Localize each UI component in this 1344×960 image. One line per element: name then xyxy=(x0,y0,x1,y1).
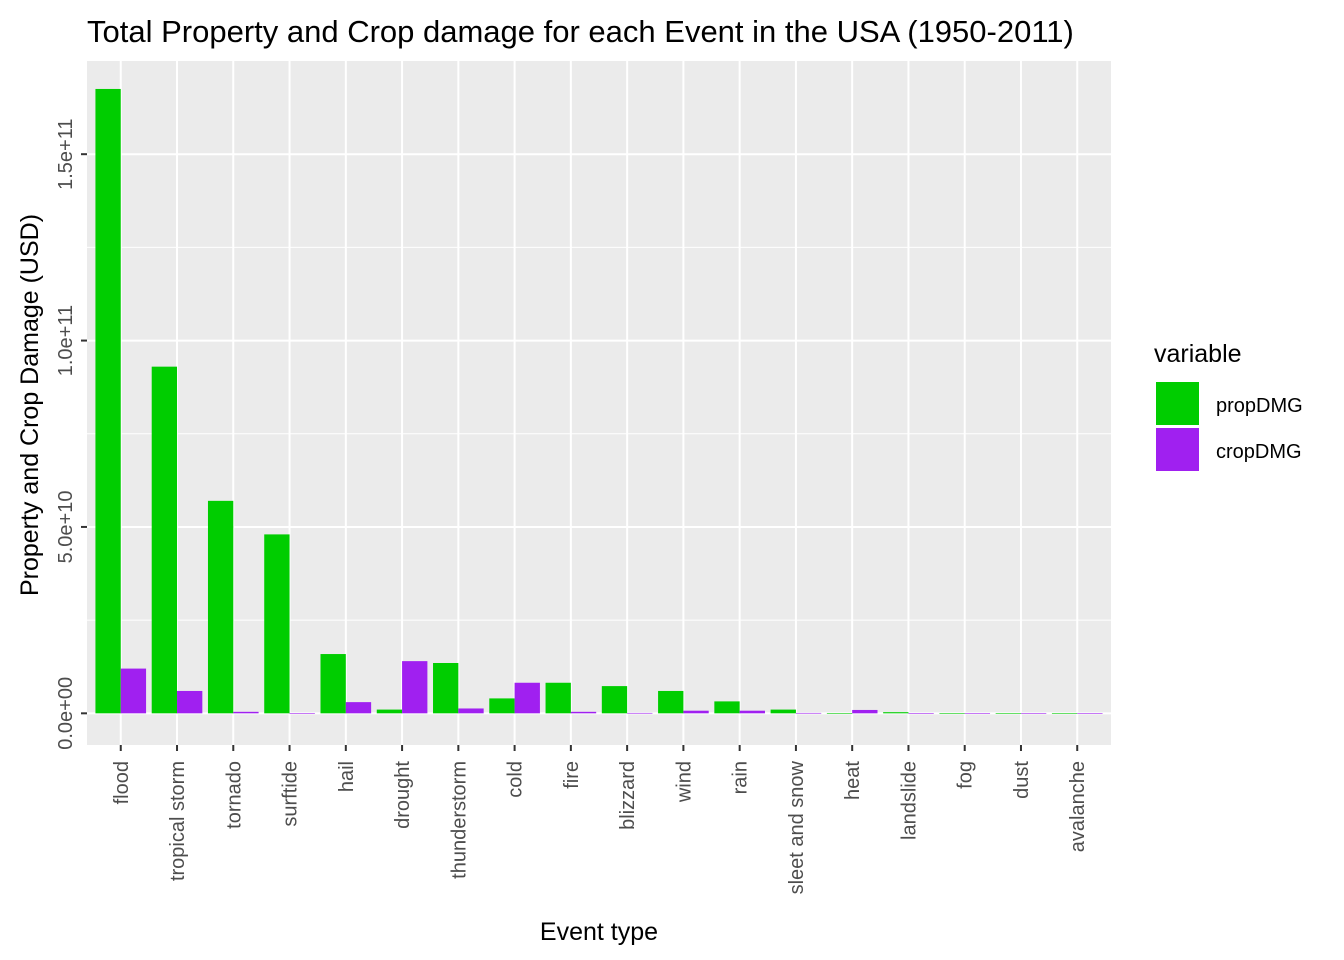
bar-cropdmg-drought xyxy=(402,661,428,714)
bar-propdmg-cold xyxy=(489,698,515,714)
y-axis: 0.0e+00 5.0e+10 1.0e+11 1.5e+11 xyxy=(55,119,87,750)
bar-propdmg-tornado xyxy=(207,500,234,714)
y-axis-title: Property and Crop Damage (USD) xyxy=(16,214,44,596)
bar-propdmg-sleet-and-snow xyxy=(770,709,796,714)
legend-key-cropdmg xyxy=(1156,428,1199,471)
legend-title: variable xyxy=(1154,340,1242,368)
y-tick-label: 1.0e+11 xyxy=(55,305,77,376)
legend-label-cropdmg: cropDMG xyxy=(1216,441,1302,463)
x-tick-label: fire xyxy=(561,761,583,789)
bar-cropdmg-avalanche xyxy=(1077,713,1103,714)
y-tick-label: 1.5e+11 xyxy=(55,119,77,190)
bars xyxy=(95,88,1103,714)
bar-cropdmg-tropical-storm xyxy=(177,690,203,714)
x-tick-label: heat xyxy=(842,761,864,800)
x-axis: flood tropical storm tornado surftide hail dr… xyxy=(111,745,1089,894)
bar-cropdmg-surftide xyxy=(289,713,315,714)
bar-propdmg-wind xyxy=(658,690,684,714)
x-tick-label: cold xyxy=(505,761,527,798)
bar-cropdmg-fog xyxy=(964,713,991,714)
x-tick-label: dust xyxy=(1011,761,1033,799)
bar-cropdmg-sleet-and-snow xyxy=(795,712,822,714)
x-tick-label: surftide xyxy=(280,761,302,827)
y-tick-label: 5.0e+10 xyxy=(55,491,77,564)
x-tick-label: hail xyxy=(336,761,358,792)
bar-cropdmg-tornado xyxy=(233,711,259,714)
bar-cropdmg-dust xyxy=(1020,713,1047,714)
x-tick-label: sleet and snow xyxy=(786,760,808,894)
x-tick-label: flood xyxy=(111,761,133,804)
legend: variable propDMG cropDMG xyxy=(1154,340,1303,471)
bar-propdmg-hail xyxy=(320,654,346,714)
bar-cropdmg-wind xyxy=(683,710,709,714)
grid-lines xyxy=(87,61,1111,745)
x-axis-title: Event type xyxy=(540,918,658,946)
bar-propdmg-landslide xyxy=(883,712,909,714)
bar-propdmg-fog xyxy=(939,713,965,714)
x-tick-label: avalanche xyxy=(1067,761,1089,852)
legend-key-propdmg xyxy=(1156,382,1199,425)
bar-cropdmg-fire xyxy=(570,711,597,714)
bar-cropdmg-flood xyxy=(120,668,147,714)
bar-propdmg-fire xyxy=(545,682,571,714)
bar-propdmg-avalanche xyxy=(1051,713,1078,714)
bar-propdmg-drought xyxy=(376,709,403,714)
bar-propdmg-thunderstorm xyxy=(433,662,459,714)
bar-propdmg-flood xyxy=(95,88,121,714)
bar-cropdmg-landslide xyxy=(908,713,934,714)
bar-cropdmg-blizzard xyxy=(627,712,653,714)
plot-panel xyxy=(87,61,1111,745)
x-tick-label: wind xyxy=(673,761,695,803)
x-tick-label: tropical storm xyxy=(167,761,189,881)
chart-title: Total Property and Crop damage for each … xyxy=(87,14,1074,49)
legend-label-propdmg: propDMG xyxy=(1216,395,1303,417)
bar-cropdmg-heat xyxy=(852,709,878,714)
bar-propdmg-rain xyxy=(714,701,740,714)
x-tick-label: thunderstorm xyxy=(448,761,470,879)
x-tick-label: drought xyxy=(392,761,414,829)
x-tick-label: fog xyxy=(955,761,977,789)
x-tick-label: tornado xyxy=(223,761,245,829)
bar-cropdmg-cold xyxy=(514,682,540,714)
bar-propdmg-blizzard xyxy=(601,686,628,714)
bar-propdmg-heat xyxy=(826,713,853,714)
bar-cropdmg-rain xyxy=(739,710,765,714)
x-tick-label: rain xyxy=(730,761,752,794)
bar-propdmg-dust xyxy=(995,713,1021,714)
bar-propdmg-tropical-storm xyxy=(151,366,178,714)
y-tick-label: 0.0e+00 xyxy=(55,677,77,750)
bar-cropdmg-thunderstorm xyxy=(458,708,484,714)
bar-cropdmg-hail xyxy=(345,702,372,714)
bar-propdmg-surftide xyxy=(264,534,290,714)
x-tick-label: blizzard xyxy=(617,761,639,830)
x-tick-label: landslide xyxy=(898,761,920,840)
